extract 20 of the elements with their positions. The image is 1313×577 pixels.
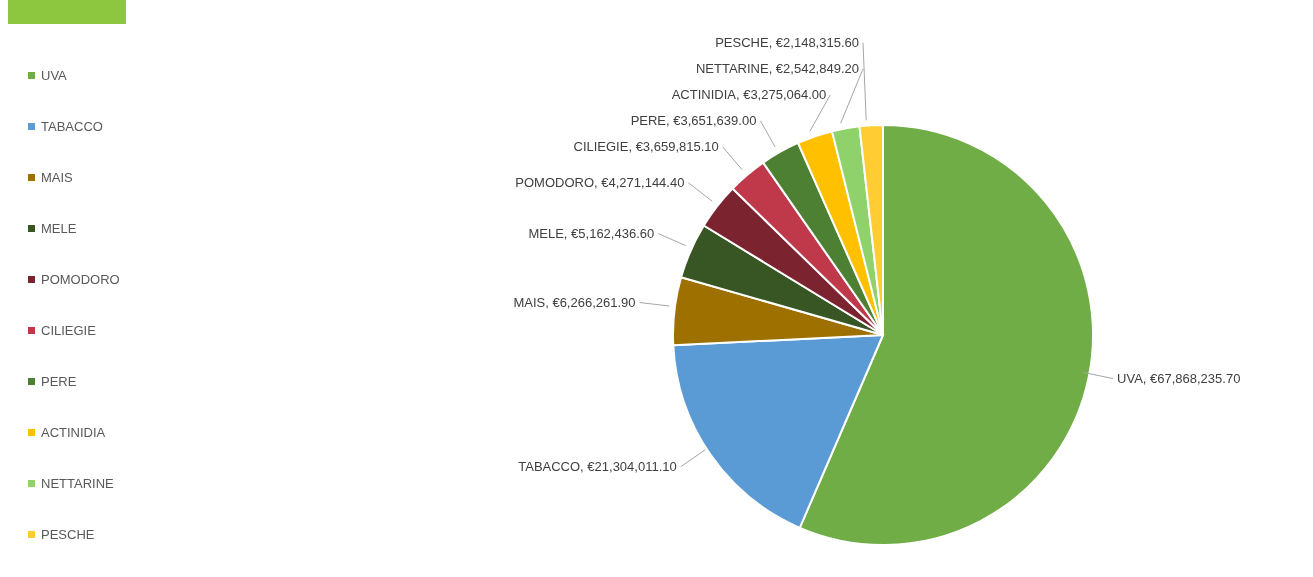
data-label: TABACCO, €21,304,011.10 [518, 458, 677, 474]
data-label: CILIEGIE, €3,659,815.10 [573, 138, 719, 154]
data-label: ACTINIDIA, €3,275,064.00 [671, 86, 827, 102]
data-label: NETTARINE, €2,542,849.20 [695, 60, 859, 76]
data-label: MELE, €5,162,436.60 [528, 225, 655, 241]
data-label: POMODORO, €4,271,144.40 [515, 174, 685, 190]
legend-label: PERE [41, 374, 77, 389]
legend-label: MELE [41, 221, 77, 236]
legend-label: TABACCO [41, 119, 103, 134]
data-label: MAIS, €6,266,261.90 [513, 294, 636, 310]
legend-label: POMODORO [41, 272, 120, 287]
legend-label: NETTARINE [41, 476, 114, 491]
legend-label: ACTINIDIA [41, 425, 106, 440]
legend-label: MAIS [41, 170, 73, 185]
data-label: PERE, €3,651,639.00 [630, 112, 757, 128]
data-label: PESCHE, €2,148,315.60 [715, 34, 859, 50]
data-label: UVA, €67,868,235.70 [1117, 370, 1241, 386]
legend-label: CILIEGIE [41, 323, 96, 338]
legend-label: UVA [41, 68, 67, 83]
legend-label: PESCHE [41, 527, 95, 542]
